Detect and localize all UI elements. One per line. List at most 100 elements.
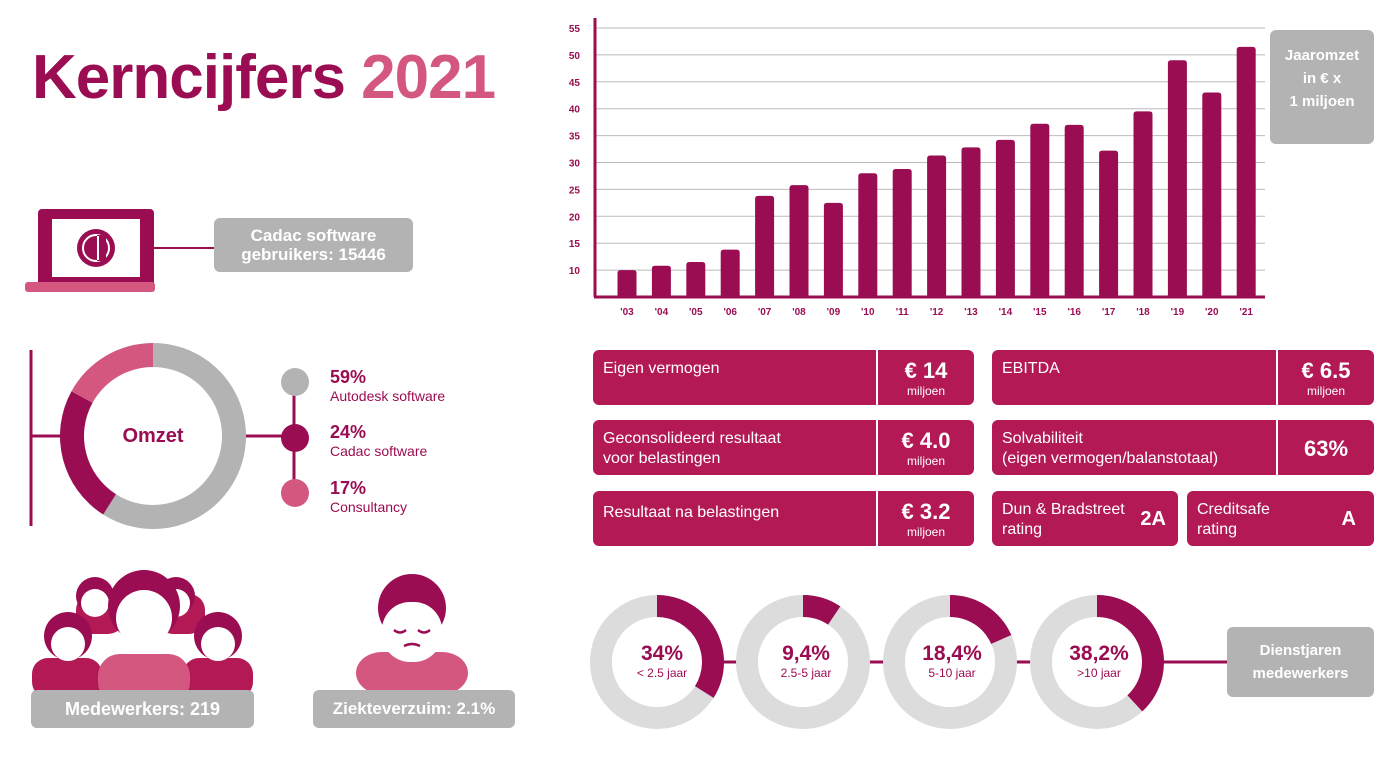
sick-person-icon: [356, 574, 468, 694]
bar: [892, 168, 912, 297]
legend-line-1: Jaaromzet: [1284, 47, 1360, 64]
users-line1: Cadac software: [250, 226, 377, 245]
x-tick-label: '12: [930, 307, 944, 318]
bar: [1236, 46, 1256, 297]
bar: [1064, 124, 1084, 297]
bar: [1202, 92, 1222, 297]
legend-dot-consultancy: [281, 479, 309, 507]
x-tick-label: '16: [1067, 307, 1081, 318]
x-tick-label: '10: [861, 307, 875, 318]
donut-slice-1: [103, 343, 247, 529]
kpi-value: € 6.5: [1301, 358, 1351, 383]
kpi-resultaat-voor: Geconsolideerd resultaat voor belastingen…: [593, 420, 974, 475]
kpi-value-block: € 6.5 miljoen: [1276, 350, 1374, 405]
users-box: Cadac software gebruikers: 15446: [214, 218, 413, 272]
x-tick-label: '04: [655, 307, 669, 318]
omzet-legend-3: 17% Consultancy: [330, 478, 407, 515]
kpi-label: Resultaat na belastingen: [603, 504, 780, 521]
x-tick-label: '18: [1136, 307, 1150, 318]
bar: [823, 202, 843, 297]
bar: [858, 173, 878, 297]
service-title-1: Dienstjaren: [1259, 642, 1342, 659]
omzet-legend-2: 24% Cadac software: [330, 422, 427, 459]
users-line2: gebruikers: 15446: [241, 245, 386, 264]
x-tick-label: '17: [1102, 307, 1116, 318]
service-title-2: medewerkers: [1252, 665, 1349, 682]
omzet-center-label: Omzet: [122, 425, 184, 447]
bar: [1167, 60, 1187, 297]
ring-value-arc: [950, 595, 1012, 644]
legend-label: Autodesk software: [330, 388, 446, 404]
donut-slice-3: [71, 343, 153, 403]
kpi-value-block: € 4.0 miljoen: [876, 420, 974, 475]
bar: [927, 155, 947, 297]
ring-value-arc: [1097, 595, 1164, 712]
service-years-rings: [590, 595, 1230, 729]
bar: [755, 195, 775, 297]
kpi-label: Eigen vermogen: [603, 360, 720, 377]
bar: [686, 262, 706, 297]
y-tick-label: 55: [569, 24, 581, 35]
kpi-value: € 14: [904, 358, 948, 383]
kpi-unit: miljoen: [906, 384, 945, 398]
x-tick-label: '21: [1239, 307, 1253, 318]
legend-line-3: 1 miljoen: [1289, 93, 1355, 110]
x-tick-label: '15: [1033, 307, 1047, 318]
kpi-value: A: [1341, 508, 1356, 530]
absence-box: Ziekteverzuim: 2.1%: [313, 690, 515, 728]
donut-slice-2: [60, 391, 117, 515]
bar: [789, 185, 809, 297]
legend-pct: 24%: [330, 422, 367, 442]
employees-box: Medewerkers: 219: [31, 690, 254, 728]
kpi-label: Creditsafe rating: [1197, 501, 1270, 538]
kpi-value: € 4.0: [901, 428, 951, 453]
legend-pct: 17%: [330, 478, 367, 498]
legend-label: Cadac software: [330, 443, 428, 459]
kpi-value-block: 63%: [1276, 420, 1374, 475]
ring-value-arc: [803, 595, 841, 625]
x-tick-label: '20: [1205, 307, 1219, 318]
ring-label-4: 38,2% >10 jaar: [1069, 642, 1129, 680]
kpi-unit: miljoen: [1306, 384, 1345, 398]
legend-dot-autodesk: [281, 368, 309, 396]
bar: [961, 147, 981, 297]
kpi-dun-bradstreet: Dun & Bradstreet rating 2A: [992, 491, 1178, 546]
kpi-creditsafe: Creditsafe rating A: [1187, 491, 1374, 546]
bar: [617, 270, 637, 297]
y-tick-label: 20: [569, 212, 581, 223]
x-tick-label: '14: [999, 307, 1013, 318]
people-group-icon: [32, 570, 253, 696]
x-tick-label: '03: [620, 307, 634, 318]
ring-label-1: 34% < 2.5 jaar: [636, 642, 688, 680]
legend-pct: 59%: [330, 367, 367, 387]
bar: [995, 139, 1015, 297]
title-main: Kerncijfers: [32, 43, 346, 112]
legend-label: Consultancy: [330, 499, 408, 515]
x-tick-label: '19: [1171, 307, 1185, 318]
bar: [1133, 111, 1153, 297]
kpi-unit: miljoen: [906, 525, 945, 539]
legend-box: Jaaromzet in € x 1 miljoen: [1270, 30, 1374, 144]
y-tick-label: 50: [569, 51, 581, 62]
y-tick-label: 10: [569, 266, 581, 277]
kpi-value: € 3.2: [901, 499, 951, 524]
bar: [1030, 123, 1050, 297]
ring-label-3: 18,4% 5-10 jaar: [922, 642, 982, 680]
laptop-logo-icon: [25, 209, 214, 292]
x-tick-label: '11: [896, 307, 909, 318]
kpi-solvabiliteit: Solvabiliteit (eigen vermogen/balanstotaa…: [992, 420, 1374, 475]
service-years-title-box: Dienstjaren medewerkers: [1227, 627, 1374, 697]
y-tick-label: 40: [569, 105, 581, 116]
kpi-label: EBITDA: [1002, 360, 1060, 377]
bar: [720, 249, 740, 297]
kpi-value-block: € 3.2 miljoen: [876, 491, 974, 546]
kpi-value: 63%: [1303, 436, 1349, 461]
y-tick-label: 25: [569, 185, 581, 196]
ring-value-arc: [657, 595, 724, 698]
kpi-ebitda: EBITDA € 6.5 miljoen: [992, 350, 1374, 405]
kpi-label: Solvabiliteit (eigen vermogen/balanstotaa…: [1002, 430, 1219, 467]
x-tick-label: '06: [723, 307, 737, 318]
bar: [651, 265, 671, 297]
y-tick-label: 35: [569, 132, 581, 143]
legend-dot-cadac: [281, 424, 309, 452]
